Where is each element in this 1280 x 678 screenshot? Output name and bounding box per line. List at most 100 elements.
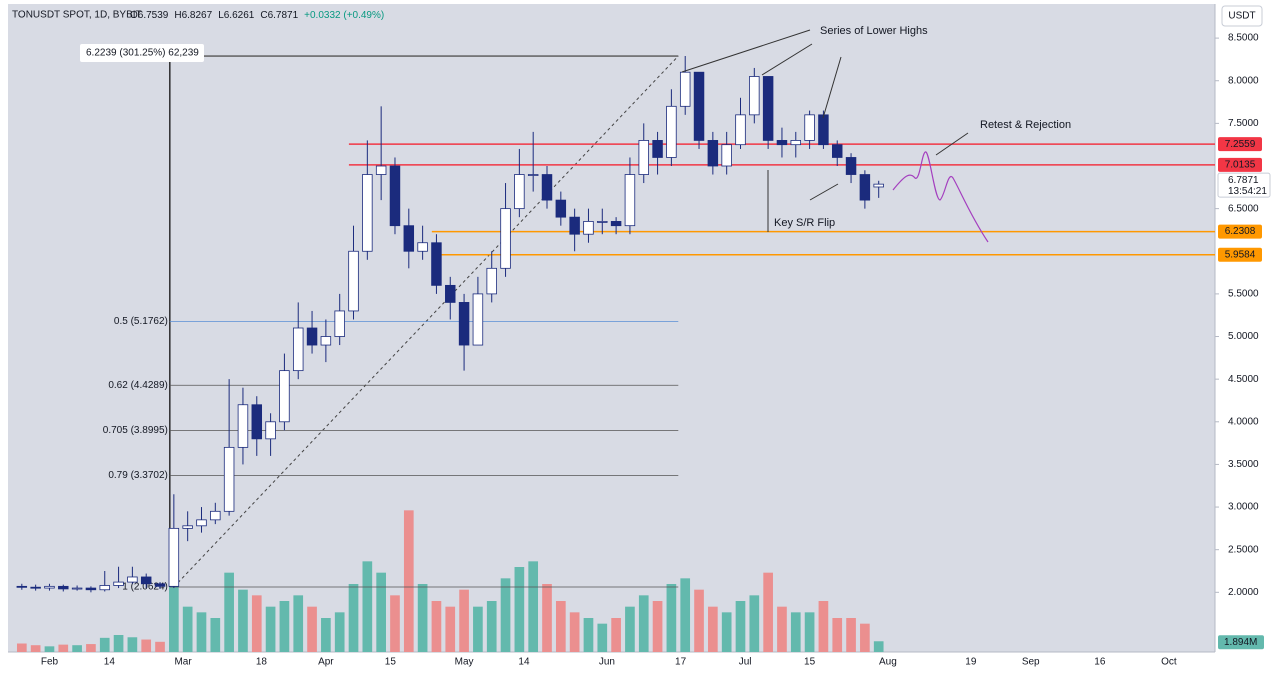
volume-bar xyxy=(127,637,138,652)
annotation: Retest & Rejection xyxy=(980,119,1071,131)
x-tick-label: Feb xyxy=(41,657,59,668)
candles-layer xyxy=(16,56,884,593)
candle-body xyxy=(638,140,649,175)
volume-bar xyxy=(528,561,539,652)
candle-body xyxy=(500,208,511,269)
candle-body xyxy=(514,174,525,210)
annotation: Series of Lower Highs xyxy=(820,25,928,37)
y-tick-label: 8.0000 xyxy=(1228,75,1259,86)
volume-bar xyxy=(597,623,608,652)
volume-bar xyxy=(238,589,248,652)
volume-bar xyxy=(514,567,525,652)
volume-bar xyxy=(86,644,96,652)
volume-bar xyxy=(307,606,317,652)
candle-body xyxy=(306,327,318,346)
volume-bar xyxy=(459,589,469,652)
candle-body xyxy=(16,585,28,588)
candle-body xyxy=(30,586,41,589)
fib-label: 1 (2.0624) xyxy=(122,582,168,593)
x-tick-label: Apr xyxy=(318,657,334,668)
volume-bar xyxy=(265,606,276,652)
ohlc-value: H6.8267 xyxy=(174,10,212,21)
ohlc-value: O6.7539 xyxy=(130,10,169,21)
x-tick-label: Jun xyxy=(599,657,615,668)
volume-bar xyxy=(569,612,580,652)
x-tick-label: 19 xyxy=(965,657,977,668)
plot-area xyxy=(8,4,1215,652)
volume-bar xyxy=(555,601,566,652)
y-tick-label: 3.5000 xyxy=(1228,459,1259,470)
volume-bar xyxy=(362,561,373,652)
x-tick-label: 14 xyxy=(104,657,116,668)
volume-bar xyxy=(777,606,787,652)
candle-body xyxy=(237,404,249,448)
level-tag-label: 7.2559 xyxy=(1225,139,1256,150)
x-tick-label: 14 xyxy=(518,657,530,668)
candle-body xyxy=(154,583,166,587)
candle-body xyxy=(182,525,193,529)
candle-body xyxy=(140,576,152,585)
candle-body xyxy=(445,284,456,303)
candle-body xyxy=(279,370,290,423)
candle-body xyxy=(375,165,387,175)
level-tag-label: 7.0135 xyxy=(1225,159,1256,170)
candle-body xyxy=(210,510,221,521)
volume-bar xyxy=(321,618,331,652)
volume-bar xyxy=(58,644,69,652)
candle-body xyxy=(569,216,580,235)
fib-label: 0.79 (3.3702) xyxy=(108,470,168,481)
candle-body xyxy=(610,221,622,227)
measure-label: 6.2239 (301.25%) 62,239 xyxy=(86,48,199,59)
candle-body xyxy=(99,585,110,591)
candle-body xyxy=(818,114,829,146)
countdown: 13:54:21 xyxy=(1228,186,1267,197)
volume-bar xyxy=(403,510,414,652)
measure-box xyxy=(80,44,204,62)
candle-body xyxy=(749,76,760,116)
candle-body xyxy=(831,144,843,158)
volume-bar xyxy=(735,601,746,652)
volume-bar xyxy=(611,618,621,652)
volume-bar xyxy=(72,645,82,652)
arrow xyxy=(822,56,842,119)
candle-body xyxy=(873,183,884,188)
volume-bar xyxy=(251,595,262,652)
candle-body xyxy=(624,174,636,227)
y-tick-label: 7.5000 xyxy=(1228,118,1259,129)
projection-path xyxy=(892,151,989,243)
y-tick-label: 8.5000 xyxy=(1228,33,1259,44)
arrow xyxy=(681,29,811,73)
candle-body xyxy=(58,585,69,590)
level-tag xyxy=(1218,137,1262,152)
candle-body xyxy=(790,140,802,146)
candle-body xyxy=(541,174,553,201)
candle-body xyxy=(292,327,304,372)
candle-body xyxy=(652,140,663,158)
volume-bar xyxy=(155,641,165,652)
candle-body xyxy=(583,221,594,235)
arrow xyxy=(935,132,969,156)
candle-body xyxy=(845,157,857,175)
candle-body xyxy=(666,105,677,158)
candle-body xyxy=(320,336,332,346)
volume-bar xyxy=(16,643,27,652)
fib-label: 0.5 (5.1762) xyxy=(114,316,168,327)
candle-body xyxy=(597,221,608,223)
last-price-tag xyxy=(1217,172,1271,198)
candle-body xyxy=(362,174,373,252)
volume-bar xyxy=(99,637,110,652)
volume-bar xyxy=(224,572,234,652)
y-tick-label: 5.0000 xyxy=(1228,331,1259,342)
arrow xyxy=(809,183,839,201)
currency-box xyxy=(1221,5,1263,27)
y-tick-label: 4.0000 xyxy=(1228,416,1259,427)
volume-bar xyxy=(279,601,290,652)
x-tick-label: 15 xyxy=(385,657,397,668)
y-tick-label: 5.5000 xyxy=(1228,289,1259,300)
candle-body xyxy=(679,71,691,107)
level-tag xyxy=(1218,224,1262,239)
volume-bar xyxy=(486,601,497,652)
volume-bar xyxy=(625,606,635,652)
candle-body xyxy=(472,293,484,346)
x-tick-label: Mar xyxy=(174,657,192,668)
